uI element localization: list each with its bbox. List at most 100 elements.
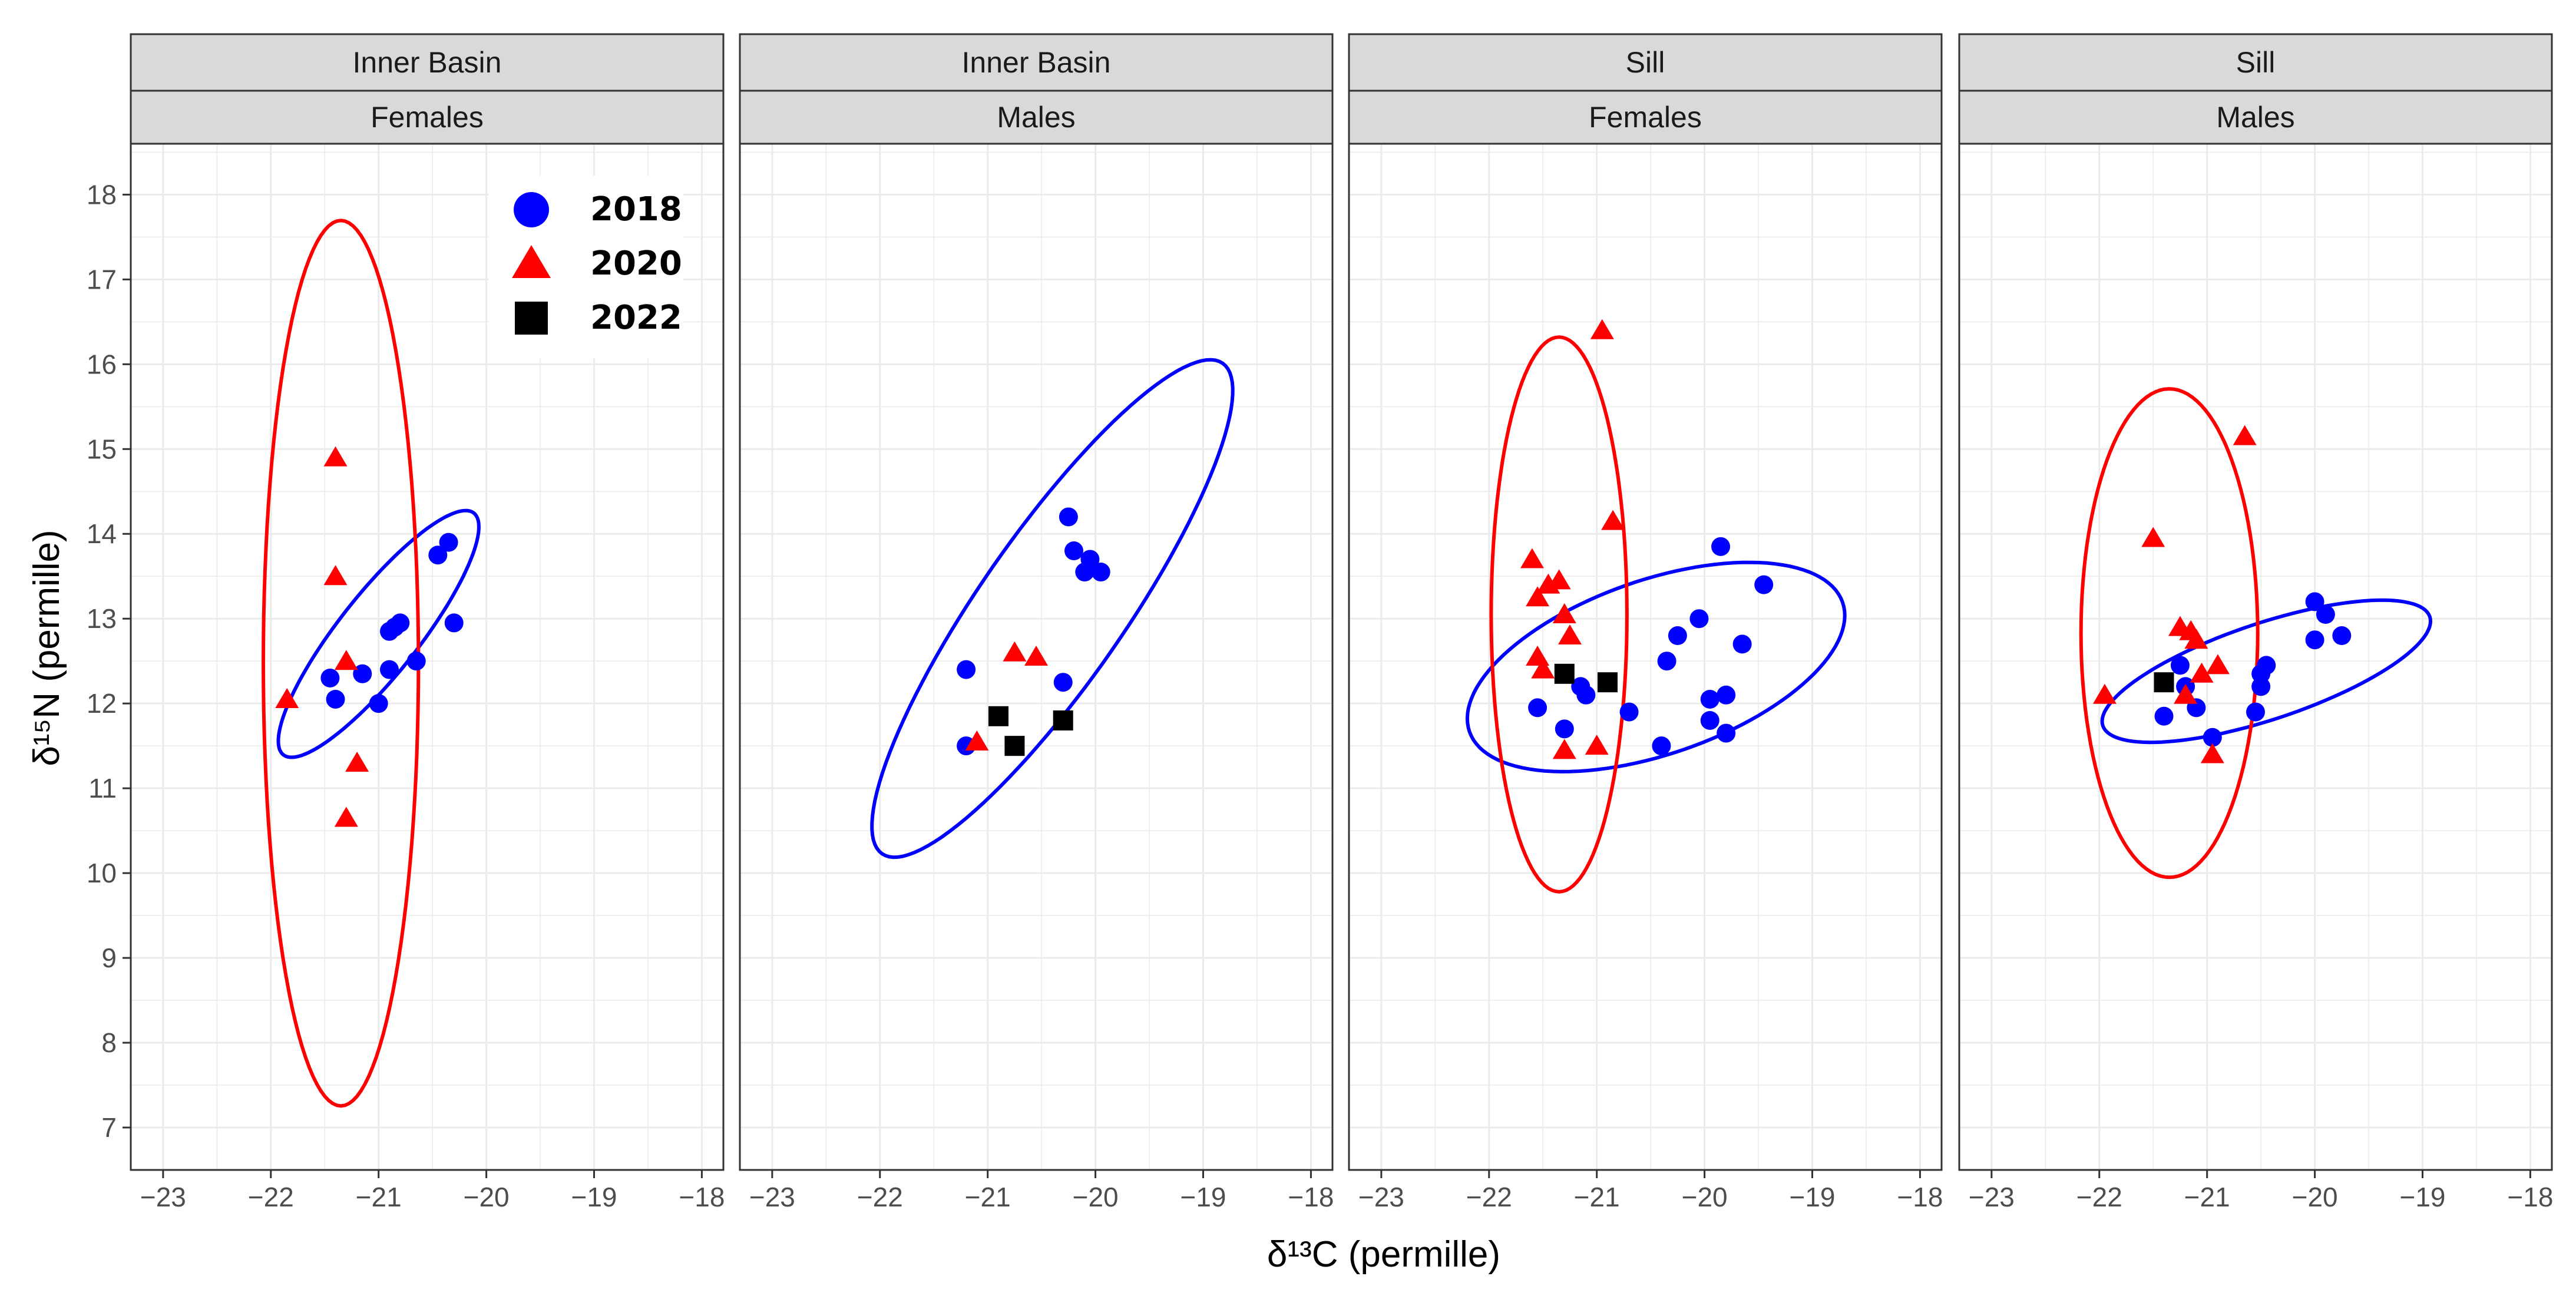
point-2018: [1053, 673, 1073, 692]
point-2018: [2246, 702, 2265, 722]
point-2020: [345, 751, 369, 772]
point-2020: [1585, 735, 1609, 755]
panel-border: [1348, 143, 1943, 1171]
facet-label-sex: Males: [2216, 101, 2294, 134]
point-2018: [439, 533, 458, 552]
x-tick-label: −18: [1288, 1182, 1334, 1212]
facet-strip-bottom: [1958, 90, 2553, 145]
panel-1: Inner Basin Females −23 −22 −21 −20 −19 −18 7 8 9 1…: [87, 33, 725, 1212]
panel-border: [739, 143, 1334, 1171]
point-2020: [1547, 569, 1571, 590]
ellipse-2020: [2079, 387, 2260, 880]
point-2020: [1531, 658, 1555, 679]
x-tick-label: −18: [2507, 1182, 2553, 1212]
y-tick-label: 12: [87, 688, 117, 719]
panel-data: [870, 358, 1235, 859]
y-tick-label: 8: [101, 1027, 117, 1058]
panel-data: [2079, 387, 2433, 880]
point-2020: [323, 446, 348, 467]
point-2018: [2316, 605, 2335, 624]
point-2020: [1557, 624, 1582, 645]
x-tick-label: −20: [1682, 1182, 1728, 1212]
point-2018: [1091, 563, 1110, 582]
panel-border: [1958, 143, 2553, 1171]
panel-grid: [1349, 144, 1942, 1170]
x-tick-label: −21: [965, 1182, 1011, 1212]
point-2018: [1717, 685, 1736, 705]
x-tick-label: −22: [1466, 1182, 1512, 1212]
facet-strip-bottom: [739, 90, 1334, 145]
point-2018: [1700, 689, 1719, 709]
y-tick-label: 17: [87, 264, 117, 295]
x-tick-label: −21: [1574, 1182, 1620, 1212]
point-2018: [391, 613, 410, 633]
point-2018: [2305, 592, 2324, 611]
point-2018: [406, 652, 426, 671]
point-2020: [1003, 641, 1027, 662]
facet-strip-bottom: [130, 90, 725, 145]
x-tick-label: −20: [464, 1182, 510, 1212]
y-tick-label: 7: [101, 1112, 117, 1143]
point-2018: [1059, 507, 1078, 527]
point-2018: [1689, 609, 1709, 629]
point-2020: [275, 687, 299, 708]
point-2022: [988, 706, 1008, 726]
x-tick-label: −22: [248, 1182, 294, 1212]
x-tick-label: −19: [571, 1182, 617, 1212]
point-2020: [1520, 548, 1544, 568]
x-tick-label: −22: [2076, 1182, 2122, 1212]
legend-key-2022: [515, 302, 548, 335]
point-2018: [1619, 702, 1639, 722]
point-2018: [320, 668, 340, 687]
legend-key-2018: [514, 192, 549, 227]
x-tick-label: −18: [679, 1182, 725, 1212]
y-tick-label: 13: [87, 603, 117, 634]
point-2020: [323, 565, 348, 586]
point-2020: [1601, 510, 1625, 530]
point-2018: [444, 613, 464, 633]
point-2022: [1053, 710, 1073, 730]
point-2018: [1711, 537, 1731, 556]
facet-strip-bottom: [1348, 90, 1943, 145]
panel-3: Sill Females −23 −22 −21 −20 −19 −18: [1348, 33, 1943, 1212]
x-tick-label: −23: [140, 1182, 186, 1212]
point-2020: [2205, 654, 2230, 675]
point-2018: [1732, 634, 1752, 654]
ellipse-2020: [261, 219, 421, 1108]
point-2018: [353, 664, 372, 683]
panel-border: [130, 143, 725, 1171]
point-2018: [957, 660, 976, 679]
facet-label-sex: Males: [997, 101, 1075, 134]
x-tick-label: −20: [2292, 1182, 2338, 1212]
point-2018: [1668, 626, 1687, 646]
point-2018: [369, 694, 388, 713]
point-2018: [2332, 626, 2352, 646]
x-tick-label: −21: [2184, 1182, 2230, 1212]
facet-label-site: Sill: [1626, 46, 1665, 79]
point-2020: [965, 730, 989, 751]
point-2018: [326, 689, 345, 709]
point-2020: [1526, 586, 1550, 607]
y-tick-label: 11: [88, 773, 117, 804]
y-axis-title: δ¹⁵N (permille): [27, 530, 67, 766]
point-2022: [2154, 672, 2174, 693]
point-2018: [1528, 698, 1547, 718]
ellipse-2018: [276, 508, 481, 759]
point-2020: [2092, 683, 2117, 704]
y-tick-label: 14: [87, 518, 117, 549]
point-2018: [379, 660, 399, 679]
point-2018: [1717, 723, 1736, 743]
point-2018: [2203, 728, 2222, 747]
legend-key-2020: [512, 245, 551, 278]
legend-label-2022: 2022: [590, 299, 682, 337]
point-2022: [1554, 663, 1575, 684]
y-tick-label: 9: [101, 943, 117, 973]
facet-label-sex: Females: [371, 101, 484, 134]
point-2020: [2200, 743, 2224, 763]
x-axis-title: δ¹³C (permille): [1267, 1234, 1500, 1275]
x-tick-label: −21: [356, 1182, 402, 1212]
point-2020: [2233, 425, 2257, 445]
point-2020: [2190, 662, 2214, 683]
ellipse-2020: [1489, 335, 1629, 894]
